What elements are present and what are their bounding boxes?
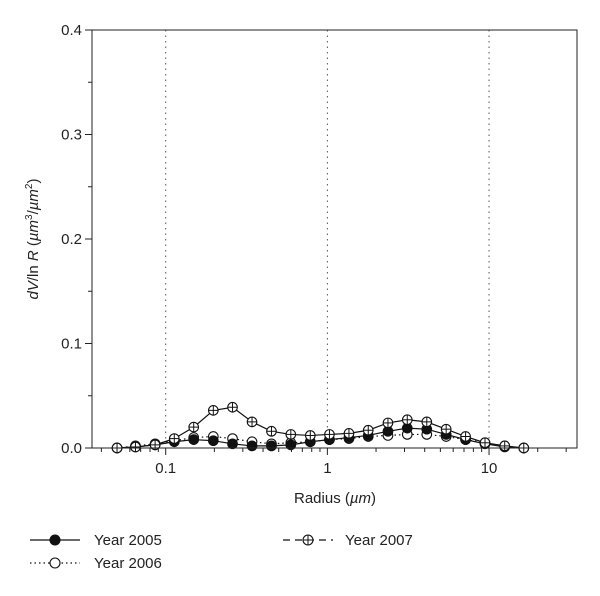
series-line-year-2007 — [117, 406, 524, 449]
legend-item-year-2005: Year 2005 — [30, 532, 162, 549]
series-line-year-2006 — [116, 433, 524, 449]
legend-marker-filled-circle — [49, 534, 61, 546]
data-point-year-2007 — [421, 416, 433, 428]
series-line-year-2005 — [117, 427, 524, 449]
data-point-year-2007 — [168, 433, 180, 444]
data-point-year-2007 — [401, 414, 413, 426]
data-point-year-2007 — [382, 417, 394, 429]
y-axis-label-part: 2 — [24, 183, 35, 189]
x-axis-label-prefix: Radius ( — [294, 490, 350, 507]
x-axis-label-suffix: ) — [371, 490, 376, 507]
data-point-year-2005 — [227, 438, 238, 450]
legend: Year 2005 Year 2006 Year 2007 — [30, 532, 413, 572]
data-point-year-2007 — [130, 441, 141, 453]
plot-frame — [91, 29, 578, 449]
y-axis-label: dV/ln R (µm3/µm2) — [24, 179, 42, 300]
data-point-year-2007 — [479, 437, 491, 449]
y-axis-label-part: ( — [25, 241, 42, 250]
data-point-year-2007 — [460, 431, 471, 442]
y-axis-label-part: 3 — [24, 214, 35, 220]
data-point-year-2005 — [246, 440, 258, 452]
y-tick-label: 0.1 — [61, 336, 82, 353]
data-point-year-2007 — [440, 423, 452, 435]
legend-label-year-2006: Year 2006 — [94, 555, 162, 572]
data-point-year-2007 — [246, 416, 258, 428]
data-point-year-2005 — [266, 440, 277, 452]
y-tick-label: 0.4 — [61, 22, 82, 39]
data-point-year-2007 — [343, 428, 355, 439]
legend-label-year-2007: Year 2007 — [345, 532, 413, 549]
vertical-gridlines — [165, 30, 490, 448]
y-axis-label-part: µm — [25, 220, 42, 241]
legend-item-year-2006: Year 2006 — [30, 555, 162, 572]
y-axis-label-part: R — [25, 250, 42, 261]
data-point-year-2007 — [149, 439, 161, 451]
data-point-year-2007 — [324, 429, 335, 440]
data-point-year-2007 — [188, 421, 200, 433]
data-point-year-2005 — [207, 435, 219, 447]
data-point-year-2007 — [285, 429, 297, 440]
y-axis-label-part: µm — [25, 189, 42, 210]
legend-marker-open-circle — [49, 557, 61, 569]
series-year-2007 — [111, 401, 530, 454]
legend-item-year-2007: Year 2007 — [283, 532, 413, 549]
y-axis-label-part: dV — [25, 279, 42, 299]
data-point-year-2005 — [285, 439, 297, 451]
data-point-year-2007 — [266, 425, 277, 437]
x-axis-label-unit: µm — [350, 490, 371, 507]
data-point-year-2007 — [499, 440, 511, 452]
axis-ticks: 0.1 1 10 0.0 0.1 0.2 0.3 0.4 — [61, 22, 567, 477]
y-axis-label-part: /ln — [25, 261, 42, 281]
data-point-year-2007 — [304, 430, 316, 441]
y-tick-label: 0.3 — [61, 127, 82, 144]
x-axis-label: Radius (µm) — [294, 490, 376, 507]
data-point-year-2005 — [188, 434, 200, 445]
series-layer — [111, 401, 530, 454]
x-tick-label: 10 — [481, 460, 498, 477]
data-point-year-2007 — [362, 424, 374, 436]
legend-label-year-2005: Year 2005 — [94, 532, 162, 549]
data-point-year-2007 — [207, 405, 219, 416]
x-tick-label: 1 — [323, 460, 331, 477]
y-axis-label-part: / — [25, 209, 42, 214]
y-tick-label: 0.2 — [61, 231, 82, 248]
data-point-year-2007 — [227, 401, 238, 413]
y-tick-label: 0.0 — [61, 440, 82, 457]
y-axis-label-part: ) — [25, 179, 42, 184]
x-tick-label: 0.1 — [155, 460, 176, 477]
